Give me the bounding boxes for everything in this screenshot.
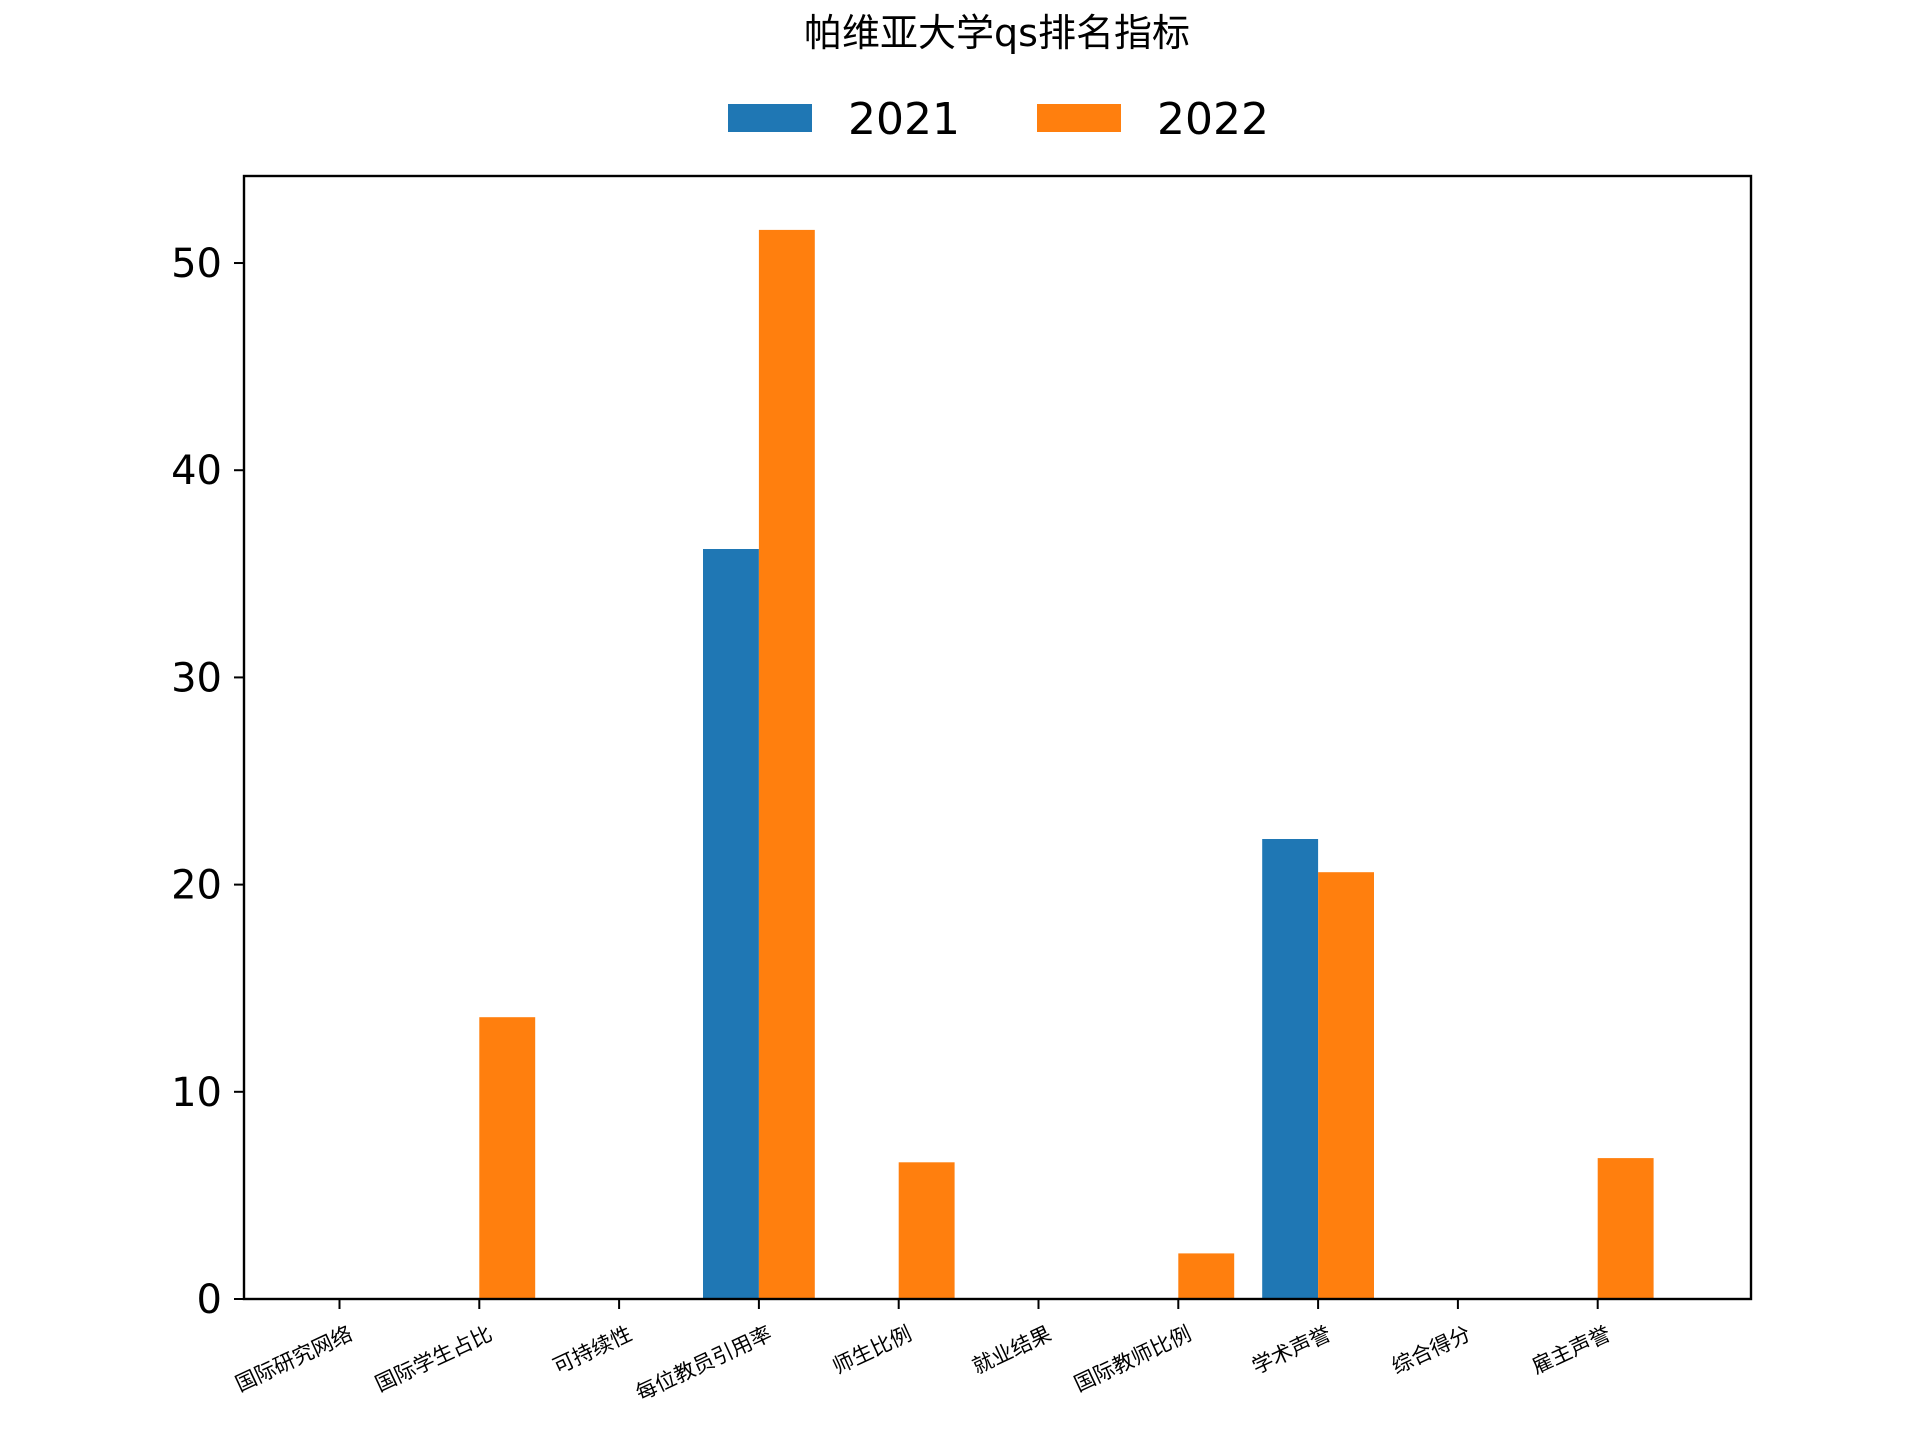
bar-2021-7	[1262, 839, 1319, 1299]
bar-2021-3	[703, 549, 759, 1299]
bar-2022-4	[898, 1162, 955, 1299]
legend-swatch-2022	[1037, 104, 1121, 132]
x-tick-label: 雇主声誉	[1528, 1322, 1614, 1379]
legend-swatch-2021	[728, 104, 812, 132]
legend-label-2021: 2021	[848, 94, 960, 145]
y-tick-label: 10	[171, 1070, 222, 1116]
chart-title: 帕维亚大学qs排名指标	[804, 11, 1190, 55]
bar-2022-3	[758, 229, 815, 1299]
x-tick-label: 国际研究网络	[232, 1322, 356, 1397]
legend: 2021 2022	[728, 94, 1269, 145]
bar-2022-1	[479, 1017, 536, 1299]
bars-layer	[479, 229, 1654, 1299]
x-tick-label: 国际学生占比	[372, 1322, 496, 1397]
x-tick-label: 综合得分	[1388, 1322, 1474, 1379]
y-tick-label: 0	[197, 1277, 222, 1323]
y-tick-label: 30	[171, 655, 222, 701]
x-tick-label: 就业结果	[969, 1322, 1055, 1379]
x-tick-label: 国际教师比例	[1071, 1322, 1195, 1397]
bar-2022-7	[1318, 872, 1374, 1299]
x-tick-label: 学术声誉	[1248, 1322, 1334, 1379]
legend-label-2022: 2022	[1157, 94, 1269, 145]
bar-2022-6	[1178, 1253, 1235, 1299]
y-tick-label: 50	[171, 241, 222, 287]
x-tick-label: 师生比例	[829, 1322, 915, 1379]
bar-2022-9	[1597, 1158, 1654, 1299]
y-tick-label: 40	[171, 448, 222, 494]
plot-frame	[242, 174, 1753, 1301]
x-tick-label: 每位教员引用率	[632, 1322, 775, 1406]
x-tick-label: 可持续性	[549, 1322, 635, 1379]
y-tick-label: 20	[171, 863, 222, 909]
